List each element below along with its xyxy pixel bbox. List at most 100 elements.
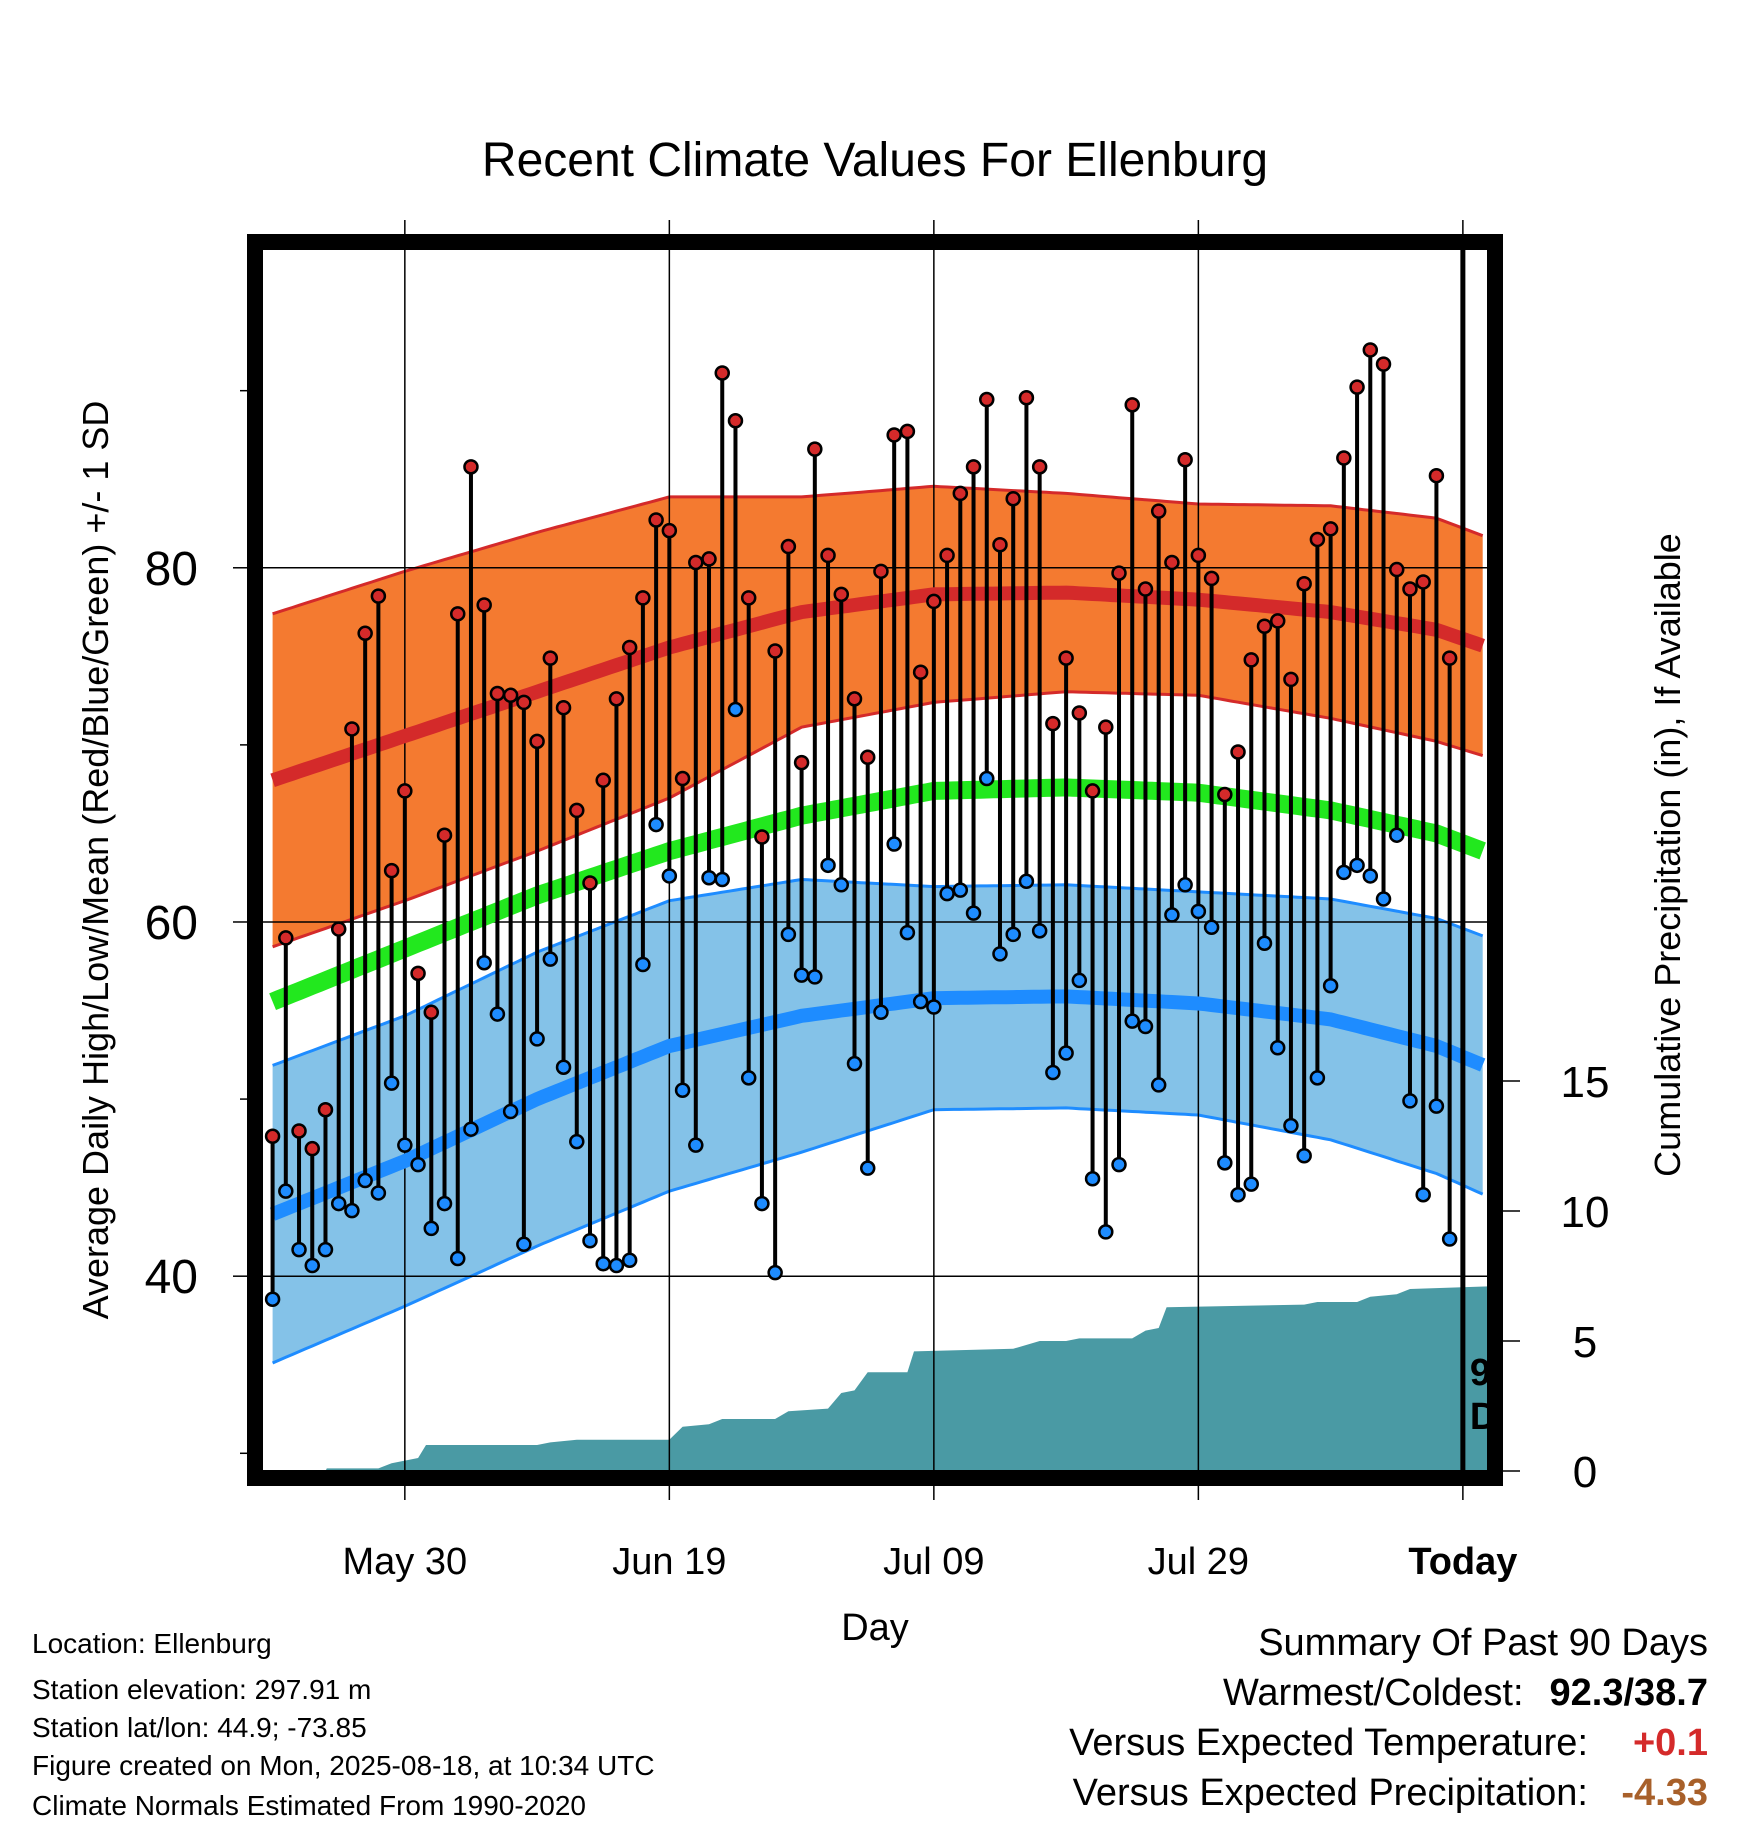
daily-low-point [1111, 1156, 1127, 1173]
daily-low-point [952, 882, 969, 898]
daily-high-point [688, 554, 704, 571]
daily-low-point [727, 701, 744, 718]
daily-low-point [383, 1075, 400, 1091]
warm-cold-value: 92.3/38.7 [1549, 1672, 1708, 1714]
daily-low-point [1098, 1224, 1114, 1240]
daily-high-point [873, 563, 889, 580]
daily-low-point [1283, 1117, 1299, 1134]
daily-high-point [1111, 565, 1127, 581]
warm-cold-label: Warmest/Coldest: [1222, 1672, 1524, 1714]
daily-low-point [846, 1055, 863, 1072]
daily-high-point [1309, 531, 1326, 548]
daily-high-point [1203, 570, 1220, 587]
precip-area [272, 1286, 1488, 1471]
daily-low-point [1203, 919, 1220, 936]
daily-low-point [423, 1220, 440, 1237]
daily-high-point [1362, 342, 1379, 358]
daily-high-point [370, 588, 387, 604]
high-sd-band-lower-edge [272, 690, 1484, 949]
daily-low-point [489, 1006, 506, 1022]
daily-high-point [1031, 459, 1048, 475]
precip-tick-label: 5 [1573, 1318, 1597, 1367]
daily-high-point [820, 547, 836, 564]
precip-value: -4.33 [1621, 1772, 1708, 1814]
daily-low-point [939, 885, 955, 902]
summary-title: Summary Of Past 90 Days [1258, 1622, 1708, 1664]
daily-high-point [939, 547, 955, 564]
daily-high-point [410, 965, 426, 982]
y-tick-label: 80 [145, 543, 198, 596]
daily-low-point [1071, 972, 1088, 989]
temp-label: Versus Expected Temperature: [1069, 1722, 1588, 1764]
info-location: Location: Ellenburg [32, 1628, 272, 1659]
daily-low-point [1045, 1064, 1061, 1081]
y-tick-label: 60 [145, 897, 198, 950]
daily-high-point [264, 1128, 281, 1145]
daily-low-point [635, 956, 651, 973]
precip-label: Versus Expected Precipitation: [1072, 1772, 1588, 1814]
daily-low-point [1322, 977, 1339, 994]
daily-high-point [1388, 561, 1405, 578]
daily-low-point [1058, 1045, 1074, 1061]
daily-high-point [1269, 613, 1286, 629]
precip-tick-label: 15 [1561, 1058, 1610, 1107]
daily-low-point [370, 1185, 387, 1201]
summary-warm-cold: Warmest/Coldest: 92.3/38.7 [1223, 1672, 1708, 1715]
daily-high-point [1124, 397, 1140, 413]
high-normal-line [270, 585, 1486, 787]
daily-high-point [1322, 521, 1339, 537]
daily-low-point [449, 1250, 466, 1267]
daily-high-point [502, 687, 519, 704]
temp-value: +0.1 [1632, 1722, 1708, 1764]
info-elevation: Station elevation: 297.91 m [32, 1674, 372, 1705]
daily-low-point [1230, 1186, 1246, 1203]
daily-low-point [1243, 1176, 1260, 1192]
low-sd-band-upper-edge [272, 877, 1484, 1067]
daily-high-point [608, 691, 625, 707]
daily-low-point [1336, 864, 1352, 881]
daily-high-point [397, 783, 413, 799]
summary-temp: Versus Expected Temperature: +0.1 [1069, 1722, 1708, 1765]
y-axis-label: Average Daily High/Low/Mean (Red/Blue/Gr… [75, 401, 116, 1320]
daily-low-point [873, 1004, 889, 1021]
daily-high-point [569, 802, 585, 819]
daily-high-point [1164, 554, 1180, 571]
daily-high-point [529, 733, 545, 750]
daily-low-point [688, 1137, 704, 1153]
daily-low-point [1031, 923, 1048, 939]
daily-low-point [1402, 1093, 1418, 1109]
daily-low-point [1428, 1098, 1445, 1114]
daily-low-point [264, 1291, 281, 1307]
daily-high-point [344, 721, 360, 737]
daily-high-point [595, 772, 611, 789]
x-tick-label: Jul 29 [1148, 1541, 1249, 1583]
daily-high-point [833, 586, 850, 603]
daily-low-point [965, 905, 982, 921]
daily-high-point [1441, 650, 1458, 666]
daily-high-point [1045, 715, 1061, 732]
daily-high-point [1283, 671, 1299, 688]
daily-low-point [542, 951, 559, 967]
daily-low-point [1150, 1077, 1167, 1093]
info-created: Figure created on Mon, 2025-08-18, at 10… [32, 1750, 655, 1781]
daily-low-point [793, 967, 810, 983]
x-tick-label: Jul 09 [883, 1541, 984, 1583]
daily-low-point [926, 999, 942, 1015]
daily-high-point [701, 551, 717, 567]
daily-low-point [330, 1195, 347, 1212]
summary-precip: Versus Expected Precipitation: -4.33 [1073, 1772, 1708, 1815]
daily-low-point [436, 1195, 453, 1212]
daily-high-point [1428, 467, 1445, 484]
daily-high-point [1349, 379, 1365, 395]
daily-low-point [304, 1257, 321, 1274]
chart-title: Recent Climate Values For Ellenburg [482, 134, 1268, 187]
daily-low-point [886, 836, 902, 852]
daily-high-point [1058, 650, 1074, 666]
daily-low-point [661, 868, 678, 884]
daily-low-point [344, 1202, 360, 1219]
x-tick-label: Jun 19 [612, 1541, 726, 1583]
low-sd-band [272, 879, 1483, 1363]
daily-low-point [397, 1137, 413, 1153]
daily-low-point [1177, 877, 1193, 893]
